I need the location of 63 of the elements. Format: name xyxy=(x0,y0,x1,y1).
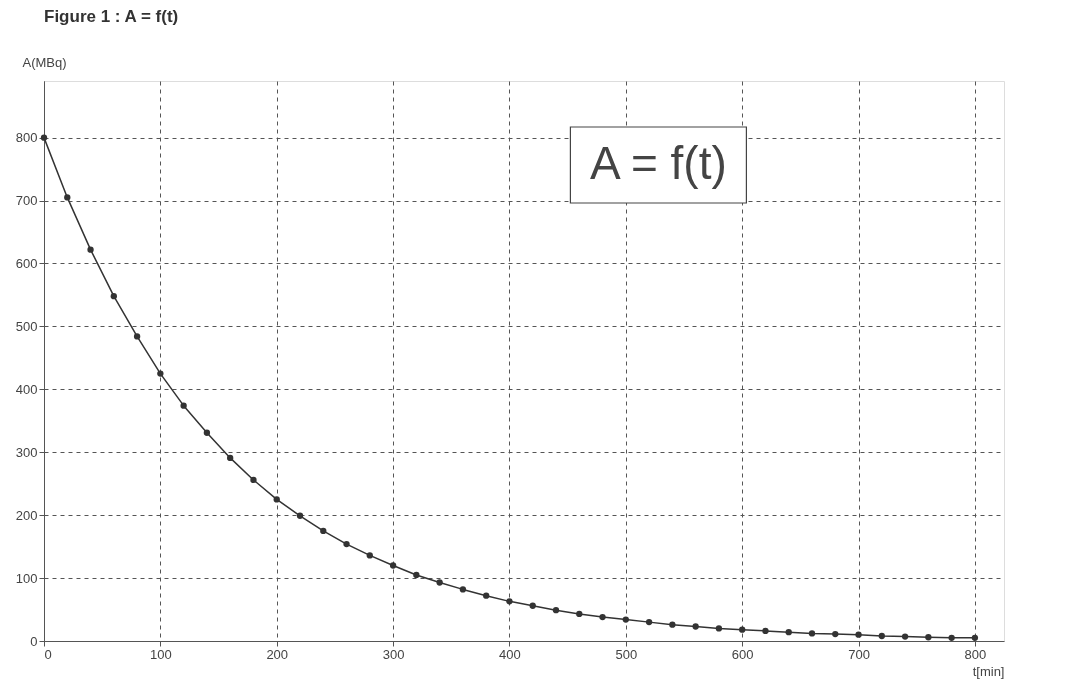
point xyxy=(157,370,164,377)
point xyxy=(250,476,257,484)
point xyxy=(459,586,467,593)
y-tick-label: 300 xyxy=(15,444,38,460)
point xyxy=(925,634,932,641)
y-axis-title: A(MBq) xyxy=(22,54,67,70)
point xyxy=(855,631,862,638)
point xyxy=(483,592,490,599)
point xyxy=(739,626,746,633)
point xyxy=(692,623,699,630)
point xyxy=(64,194,71,201)
point xyxy=(506,598,513,605)
point xyxy=(576,610,583,618)
x-tick-label: 300 xyxy=(382,646,405,662)
x-tick-label: 500 xyxy=(615,646,638,662)
point xyxy=(808,630,816,637)
point xyxy=(413,571,420,579)
point xyxy=(110,293,117,300)
point xyxy=(669,621,676,628)
point xyxy=(227,454,234,462)
point xyxy=(436,579,443,586)
y-tick-label: 400 xyxy=(15,381,38,397)
x-tick-label: 700 xyxy=(848,646,870,662)
point xyxy=(715,625,723,632)
y-tick-label: 200 xyxy=(15,507,38,523)
point xyxy=(971,634,979,642)
point xyxy=(343,540,350,548)
point xyxy=(948,634,955,642)
point xyxy=(901,633,909,640)
y-tick-label: 800 xyxy=(15,130,38,146)
x-tick-label: 200 xyxy=(266,646,289,662)
point xyxy=(599,613,606,621)
x-tick-label: 0 xyxy=(44,646,52,662)
y-tick-label: 700 xyxy=(15,193,38,209)
point xyxy=(878,632,885,640)
x-axis-title: t[min] xyxy=(972,663,1005,679)
x-tick-label: 400 xyxy=(499,646,521,662)
point xyxy=(389,562,397,569)
point xyxy=(552,607,560,614)
point xyxy=(180,402,187,409)
point xyxy=(785,629,792,636)
point xyxy=(133,333,141,340)
point xyxy=(273,496,280,503)
point xyxy=(40,134,48,141)
point xyxy=(645,618,653,626)
y-tick-label: 600 xyxy=(15,255,38,271)
point xyxy=(529,602,536,609)
point xyxy=(366,552,373,559)
y-tick-label: 0 xyxy=(30,633,38,649)
point xyxy=(832,630,839,638)
chart-title: Figure 1 : A = f(t) xyxy=(44,7,179,26)
point xyxy=(296,512,304,519)
point xyxy=(87,246,94,253)
annotation: A = f(t) xyxy=(590,137,727,189)
y-tick-label: 100 xyxy=(15,570,38,586)
point xyxy=(320,527,327,535)
x-tick-label: 800 xyxy=(964,646,987,662)
y-tick-label: 500 xyxy=(15,318,38,334)
x-tick-label: 100 xyxy=(150,646,172,662)
point xyxy=(203,429,211,436)
point xyxy=(762,627,769,635)
x-tick-label: 600 xyxy=(731,646,754,662)
point xyxy=(622,616,629,623)
